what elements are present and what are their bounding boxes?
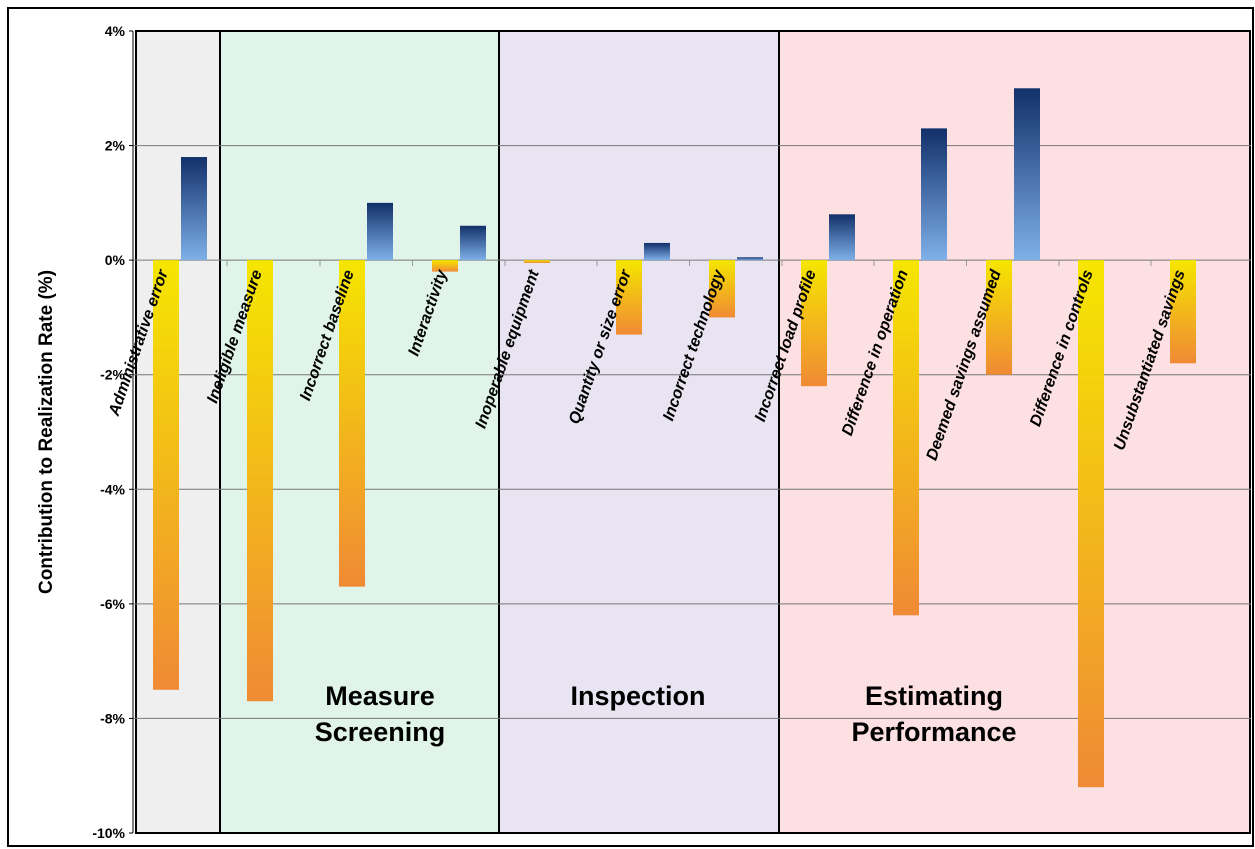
bar-negative-9 xyxy=(986,260,1012,375)
y-tick-label: -6% xyxy=(100,596,125,612)
bar-positive-6 xyxy=(737,257,763,261)
y-axis: 4% 2% 0% -2% -4% -6% -8% -10% xyxy=(92,23,134,841)
y-tick-label: 2% xyxy=(105,138,126,154)
bar-negative-1 xyxy=(247,260,273,702)
bar-negative-0 xyxy=(153,260,179,690)
bars-layer xyxy=(153,88,1196,788)
y-tick-label: 4% xyxy=(105,23,126,39)
bar-positive-9 xyxy=(1014,88,1040,261)
region-label: Estimating Performance xyxy=(851,681,1016,747)
grid-layer xyxy=(133,145,1251,719)
bar-negative-10 xyxy=(1078,260,1104,788)
bar-negative-8 xyxy=(893,260,919,616)
bar-negative-4 xyxy=(524,260,550,264)
bar-negative-5 xyxy=(616,260,642,335)
y-tick-label: -4% xyxy=(100,481,125,497)
bar-positive-0 xyxy=(181,157,207,261)
bar-positive-5 xyxy=(644,242,670,261)
bar-positive-7 xyxy=(829,214,855,261)
region-label: Inspection xyxy=(570,681,705,711)
y-tick-label: 0% xyxy=(105,252,126,268)
y-tick-label: -8% xyxy=(100,710,125,726)
region-label: Measure Screening xyxy=(315,681,446,747)
bar-negative-11 xyxy=(1170,260,1196,364)
region-labels-layer: Measure Screening Inspection Estimating Perf… xyxy=(315,681,1017,747)
bar-negative-3 xyxy=(432,260,458,272)
bar-negative-6 xyxy=(709,260,735,318)
bar-positive-8 xyxy=(921,128,947,261)
bar-positive-3 xyxy=(460,225,486,261)
y-axis-label: Contribution to Realization Rate (%) xyxy=(36,270,57,594)
region-2-background xyxy=(498,30,780,834)
bar-positive-2 xyxy=(367,202,393,261)
bar-negative-2 xyxy=(339,260,365,587)
y-tick-label: -10% xyxy=(92,825,125,841)
y-tick-label: -2% xyxy=(100,367,125,383)
bar-negative-7 xyxy=(801,260,827,387)
